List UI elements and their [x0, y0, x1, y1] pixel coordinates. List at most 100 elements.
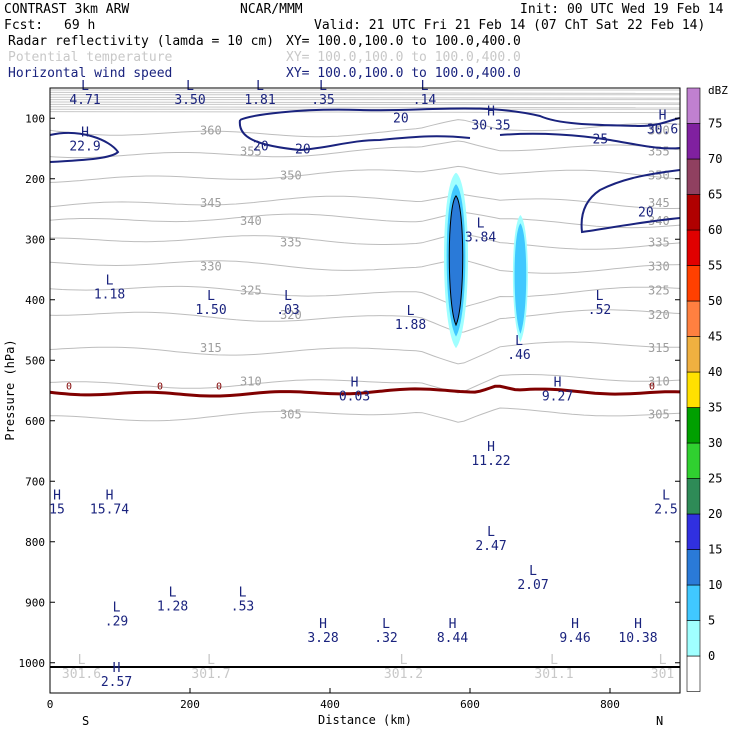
theta-contour [50, 407, 681, 423]
field-legend: Radar reflectivity (lamda = 10 cm) XY= 10… [8, 34, 521, 81]
low-marker: L [113, 600, 121, 615]
y-tick-label: 800 [25, 536, 45, 549]
theta-label: 305 [280, 408, 302, 422]
extremum-value: 3.84 [465, 230, 496, 245]
low-marker: L [256, 79, 264, 94]
colorbar-tick-label: 15 [708, 543, 722, 557]
theta-contour [49, 119, 681, 138]
low-marker: L [169, 585, 177, 600]
extremum-value: 1.81 [244, 93, 275, 108]
field-coords: XY= 100.0,100.0 to 100.0,400.0 [286, 50, 521, 65]
field-coords: XY= 100.0,100.0 to 100.0,400.0 [286, 34, 521, 49]
extremum-value: .52 [588, 303, 611, 318]
theta-label: 340 [240, 214, 262, 228]
high-marker: H [81, 126, 89, 141]
extremum-value: .53 [231, 599, 254, 614]
field-coords: XY= 100.0,100.0 to 100.0,400.0 [286, 66, 521, 81]
wind-contour-label: 25 [593, 133, 609, 148]
wind-contours: 20 20 25 20 20 [49, 107, 681, 234]
theta-contour [50, 233, 681, 250]
field-name: Radar reflectivity (lamda = 10 cm) [8, 34, 274, 49]
theta-contour-upper [49, 111, 681, 114]
extremum-value: 11.22 [471, 454, 510, 469]
y-axis-label: Pressure (hPa) [3, 339, 17, 440]
high-marker: H [487, 440, 495, 455]
high-marker: H [571, 617, 579, 632]
colorbar-swatch [686, 123, 701, 160]
theta-contour-upper [49, 96, 681, 99]
colorbar-tick-label: 10 [708, 578, 722, 592]
extremum-value: 301.6 [62, 667, 101, 682]
theta-label: 345 [648, 196, 670, 210]
y-tick-label: 300 [25, 233, 45, 246]
extremum-value: 2.47 [475, 539, 506, 554]
extremum-value: 30.35 [471, 118, 510, 133]
colorbar-tick-label: 0 [708, 649, 715, 663]
low-marker: L [207, 289, 215, 304]
reflectivity-contour [448, 195, 464, 327]
extremum-value: 1.50 [195, 303, 226, 318]
header-title: CONTRAST 3km ARW [4, 2, 129, 17]
extremum-value: 1.28 [157, 599, 188, 614]
theta-label: 360 [648, 123, 670, 137]
colorbar-swatch [686, 229, 701, 266]
theta-contour [49, 193, 681, 209]
header-center: NCAR/MMM [240, 2, 303, 17]
y-tick-label: 600 [25, 415, 45, 428]
wind-contour-label: 20 [393, 111, 409, 126]
x-axis-label: Distance (km) [318, 713, 412, 727]
colorbar-tick-label: 65 [708, 188, 722, 202]
colorbar-swatch [686, 265, 701, 302]
colorbar-tick-label: 50 [708, 294, 722, 308]
high-marker: H [634, 617, 642, 632]
theta-label: 310 [240, 374, 262, 388]
freezing-level-label: 0 [66, 381, 72, 392]
low-marker: L [400, 653, 408, 668]
extremum-value: .29 [105, 614, 128, 629]
colorbar-swatch [686, 620, 701, 657]
x-tick-label: 600 [460, 698, 480, 711]
low-marker: L [81, 79, 89, 94]
theta-label: 325 [240, 284, 262, 298]
extremum-value: 2.07 [517, 578, 548, 593]
theta-contour [49, 211, 681, 229]
low-marker: L [207, 653, 215, 668]
extremum-value: .32 [374, 631, 397, 646]
high-marker: H [554, 375, 562, 390]
extremum-value: .03 [276, 303, 299, 318]
extremum-value: 10.38 [618, 631, 657, 646]
colorbar: 0 5 10 15 20 25 30 35 40 45 50 55 60 65 70 75 [686, 87, 722, 692]
header-init: Init: 00 UTC Wed 19 Feb 14 [520, 2, 724, 17]
extrema-labels: L4.71L3.50L1.81L.35L.14H30.35H30.6H22.9L… [49, 79, 678, 690]
y-tick-label: 900 [25, 596, 45, 609]
wind-contour [499, 132, 681, 150]
low-marker: L [596, 289, 604, 304]
theta-contour-upper [49, 106, 681, 109]
theta-label: 325 [648, 284, 670, 298]
x-tick-label: 200 [180, 698, 200, 711]
wind-contour-label: 20 [638, 205, 654, 220]
low-marker: L [659, 653, 667, 668]
low-marker: L [550, 653, 558, 668]
extremum-value: .14 [413, 93, 437, 108]
theta-label: 310 [648, 374, 670, 388]
low-marker: L [515, 334, 523, 349]
wind-contour [580, 169, 681, 234]
x-end-left: S [82, 714, 89, 728]
low-marker: L [529, 564, 537, 579]
low-marker: L [284, 289, 292, 304]
theta-label: 360 [200, 123, 222, 137]
theta-label: 330 [200, 259, 222, 273]
extremum-value: 30.6 [647, 123, 678, 138]
y-tick-label: 500 [25, 354, 45, 367]
wind-contour [239, 107, 681, 128]
colorbar-swatch [686, 407, 701, 444]
theta-label: 315 [200, 341, 222, 355]
colorbar-tick-label: 5 [708, 614, 715, 628]
extremum-value: 3.50 [174, 93, 205, 108]
extremum-value: 2.57 [101, 675, 132, 690]
colorbar-tick-label: 75 [708, 117, 722, 131]
colorbar-tick-label: 25 [708, 472, 722, 486]
